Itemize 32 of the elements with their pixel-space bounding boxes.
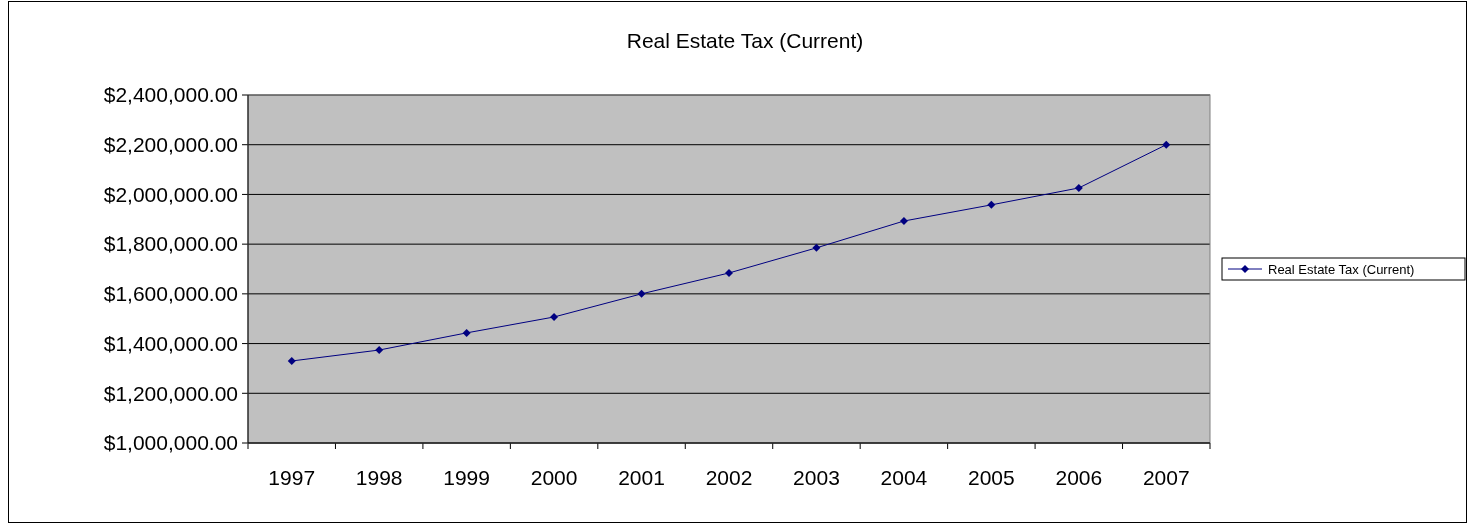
point [1162,140,1171,149]
point [812,243,821,252]
x-tick-label: 2000 [530,466,578,489]
y-tick-label: $2,000,000.00 [103,182,238,206]
x-tick-label: 2004 [880,466,928,489]
point [375,346,384,355]
y-tick-label: $2,200,000.00 [103,133,238,157]
legend-label: Real Estate Tax (Current) [1268,261,1415,277]
point [637,289,646,298]
x-tick-label: 2002 [705,466,753,489]
y-tick-label: $1,600,000.00 [103,282,238,306]
x-tick-label: 2007 [1142,466,1190,489]
x-tick-label: 1999 [443,466,490,489]
x-tick-label: 1998 [355,466,403,489]
point [987,200,996,209]
x-tick-label: 2001 [618,466,665,489]
point [725,268,733,277]
y-tick-label: $1,800,000.00 [103,232,238,256]
x-tick-label: 2005 [968,466,1015,489]
point [1074,183,1083,192]
y-tick-label: $1,200,000.00 [103,381,238,405]
point [462,328,471,337]
x-tick-label: 2006 [1055,466,1103,489]
point [287,356,296,365]
x-tick-label: 2003 [793,466,840,489]
y-tick-label: $1,000,000.00 [103,431,238,455]
point [550,312,559,321]
y-tick-label: $1,400,000.00 [103,331,238,355]
y-tick-label: $2,400,000.00 [103,83,238,107]
point [899,217,908,226]
chart-title: Real Estate Tax (Current) [626,29,864,52]
x-tick-label: 1997 [268,466,316,489]
